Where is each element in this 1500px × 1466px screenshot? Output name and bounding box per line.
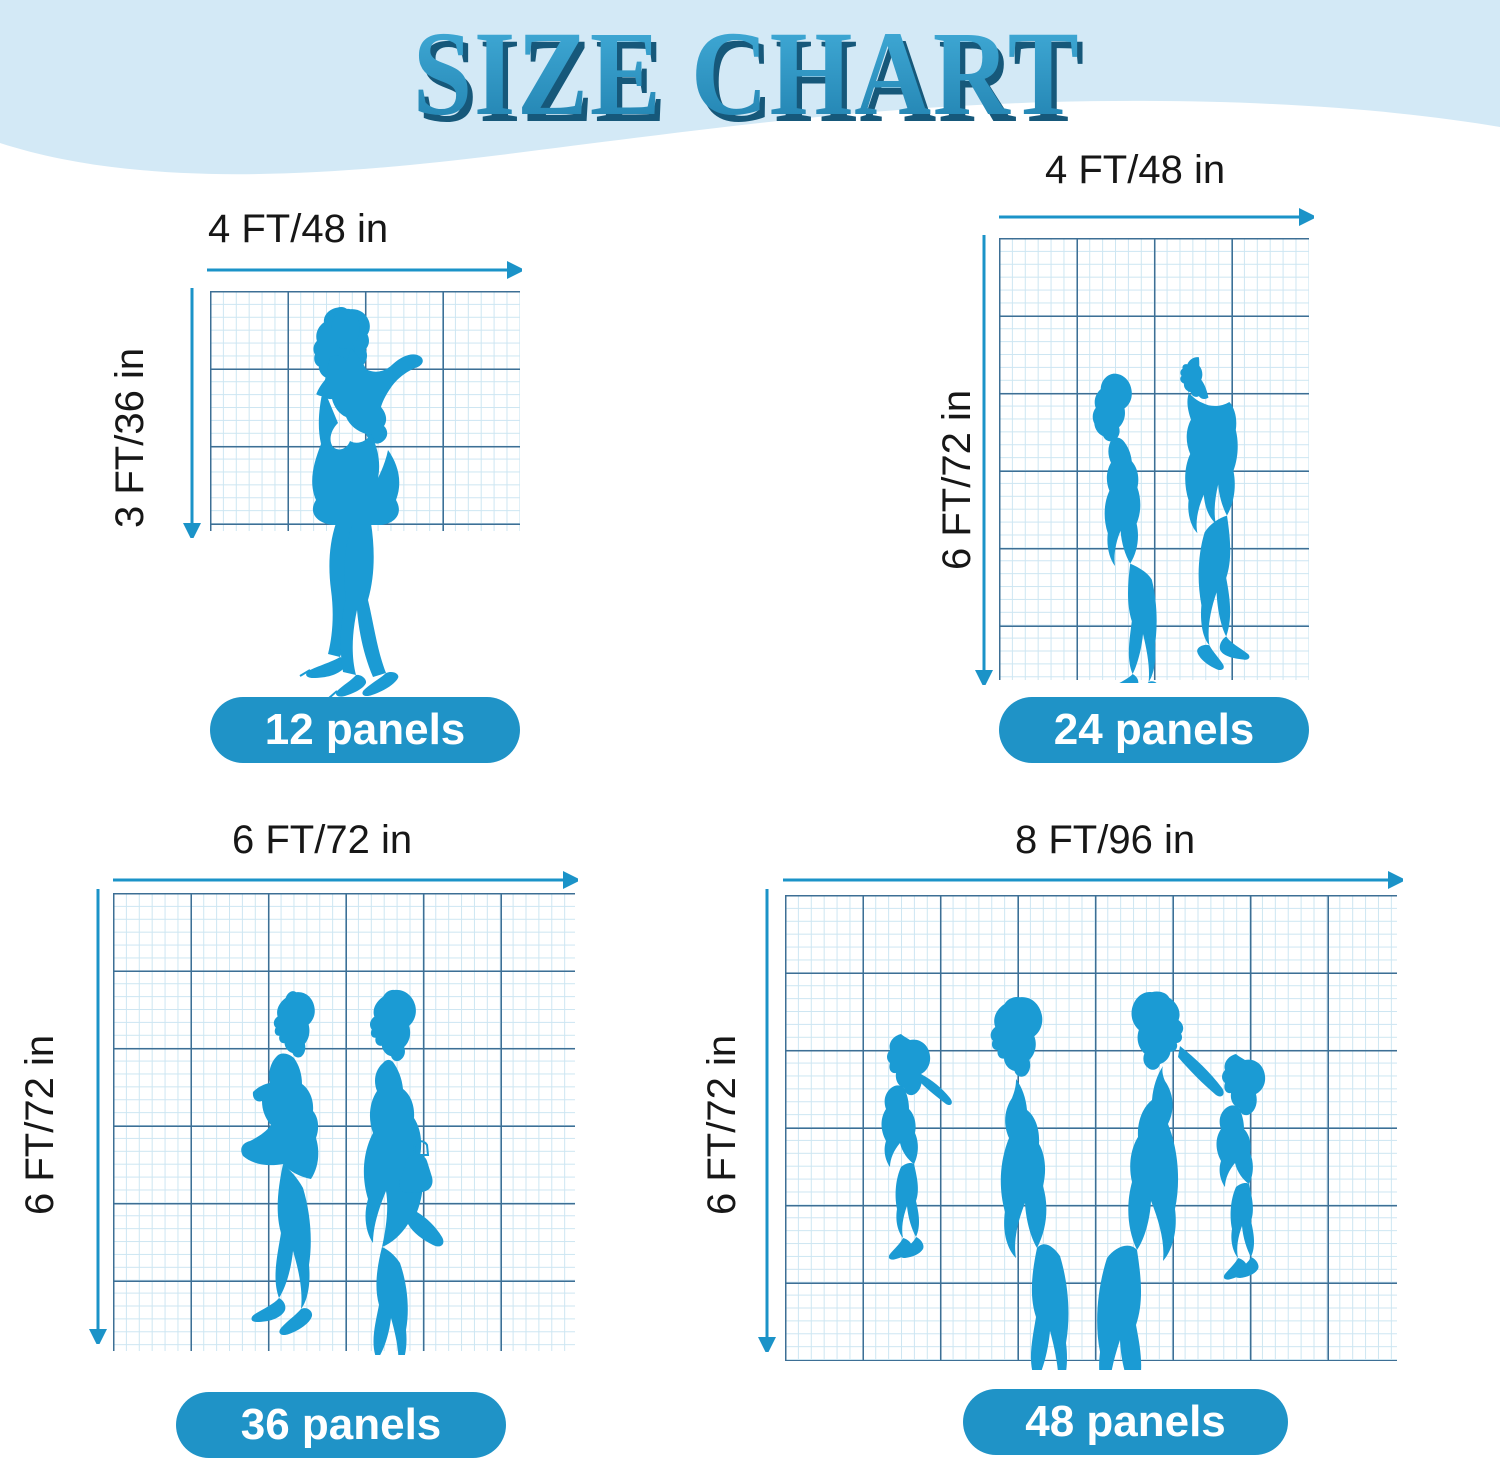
svg-text:SIZE CHART: SIZE CHART [413, 8, 1081, 141]
